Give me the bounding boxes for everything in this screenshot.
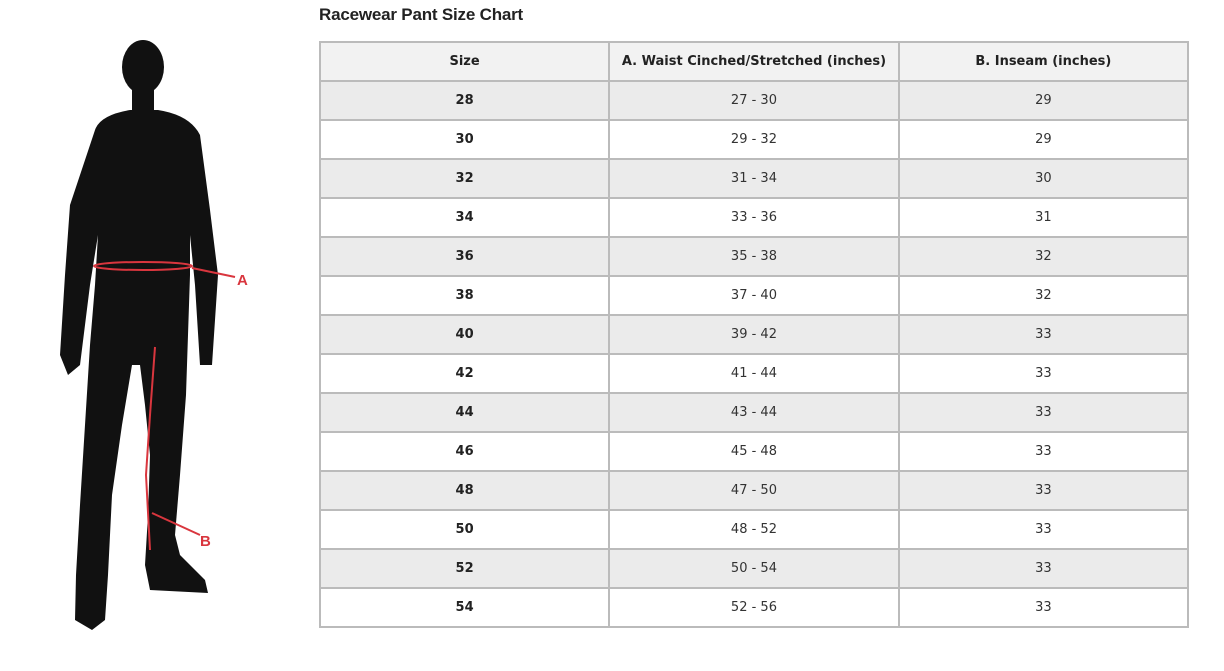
waist-cell: 43 - 44 (608, 392, 900, 433)
header-row: Size A. Waist Cinched/Stretched (inches)… (318, 41, 1190, 82)
header-size: Size (318, 41, 611, 82)
waist-cell: 33 - 36 (608, 197, 900, 238)
header-waist: A. Waist Cinched/Stretched (inches) (608, 41, 900, 82)
size-cell: 52 (318, 548, 611, 589)
silhouette (60, 40, 218, 630)
table-row: 48 47 - 50 33 (318, 470, 1190, 511)
size-cell: 36 (318, 236, 611, 277)
size-cell: 42 (318, 353, 611, 394)
inseam-cell: 29 (897, 119, 1190, 160)
size-cell: 46 (318, 431, 611, 472)
table-row: 42 41 - 44 33 (318, 353, 1190, 394)
waist-cell: 41 - 44 (608, 353, 900, 394)
header-inseam: B. Inseam (inches) (897, 41, 1190, 82)
inseam-cell: 33 (897, 392, 1190, 433)
inseam-measure-line (144, 346, 201, 551)
size-cell: 50 (318, 509, 611, 550)
size-cell: 28 (318, 80, 611, 121)
inseam-cell: 33 (897, 353, 1190, 394)
waist-cell: 35 - 38 (608, 236, 900, 277)
size-cell: 34 (318, 197, 611, 238)
table-row: 30 29 - 32 29 (318, 119, 1190, 160)
table-row: 38 37 - 40 32 (318, 275, 1190, 316)
inseam-cell: 33 (897, 548, 1190, 589)
body-silhouette-measurement-figure: A B (60, 40, 248, 630)
waist-cell: 39 - 42 (608, 314, 900, 355)
waist-cell: 48 - 52 (608, 509, 900, 550)
table-row: 50 48 - 52 33 (318, 509, 1190, 550)
inseam-cell: 33 (897, 587, 1190, 628)
inseam-cell: 32 (897, 236, 1190, 277)
inseam-cell: 33 (897, 509, 1190, 550)
inseam-cell: 33 (897, 470, 1190, 511)
waist-measure-line (93, 261, 236, 278)
inseam-cell: 30 (897, 158, 1190, 199)
size-cell: 38 (318, 275, 611, 316)
table-row: 32 31 - 34 30 (318, 158, 1190, 199)
size-cell: 44 (318, 392, 611, 433)
waist-cell: 29 - 32 (608, 119, 900, 160)
table-row: 34 33 - 36 31 (318, 197, 1190, 238)
table-row: 54 52 - 56 33 (318, 587, 1190, 628)
waist-cell: 31 - 34 (608, 158, 900, 199)
table-row: 36 35 - 38 32 (318, 236, 1190, 277)
size-cell: 30 (318, 119, 611, 160)
table-row: 52 50 - 54 33 (318, 548, 1190, 589)
label-b: B (200, 533, 211, 550)
waist-cell: 47 - 50 (608, 470, 900, 511)
size-cell: 40 (318, 314, 611, 355)
waist-cell: 50 - 54 (608, 548, 900, 589)
waist-cell: 27 - 30 (608, 80, 900, 121)
waist-cell: 37 - 40 (608, 275, 900, 316)
size-cell: 48 (318, 470, 611, 511)
inseam-cell: 31 (897, 197, 1190, 238)
table-row: 28 27 - 30 29 (318, 80, 1190, 121)
inseam-cell: 29 (897, 80, 1190, 121)
label-a: A (237, 272, 248, 289)
inseam-cell: 32 (897, 275, 1190, 316)
table-row: 46 45 - 48 33 (318, 431, 1190, 472)
table-row: 40 39 - 42 33 (318, 314, 1190, 355)
page-title: Racewear Pant Size Chart (319, 5, 524, 24)
size-chart-table: Size A. Waist Cinched/Stretched (inches)… (318, 41, 1190, 628)
size-cell: 32 (318, 158, 611, 199)
waist-cell: 45 - 48 (608, 431, 900, 472)
waist-cell: 52 - 56 (608, 587, 900, 628)
table-row: 44 43 - 44 33 (318, 392, 1190, 433)
inseam-cell: 33 (897, 314, 1190, 355)
inseam-cell: 33 (897, 431, 1190, 472)
size-cell: 54 (318, 587, 611, 628)
